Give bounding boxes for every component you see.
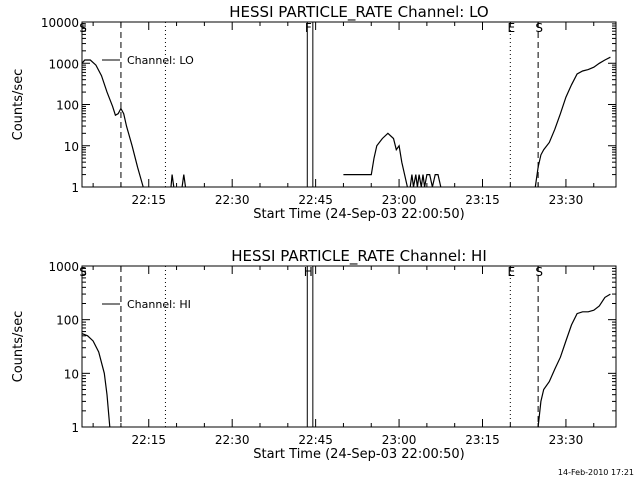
data-series-line xyxy=(170,174,175,188)
x-axis-label: Start Time (24-Sep-03 22:00:50) xyxy=(253,447,464,462)
x-tick-label: 22:45 xyxy=(298,433,333,447)
x-tick-label: 23:30 xyxy=(549,193,584,207)
x-tick-label: 22:45 xyxy=(298,193,333,207)
legend-label: Channel: HI xyxy=(127,298,191,311)
chart-title: HESSI PARTICLE_RATE Channel: LO xyxy=(229,3,488,22)
event-marker-label: E xyxy=(508,265,516,279)
x-tick-label: 22:15 xyxy=(131,433,166,447)
x-tick-label: 23:15 xyxy=(465,433,500,447)
data-series-line xyxy=(343,132,408,188)
plot-frame xyxy=(81,265,617,428)
data-series-line xyxy=(81,59,144,188)
x-tick-label: 23:00 xyxy=(382,193,417,207)
y-tick-label: 1000 xyxy=(48,57,79,71)
chart-title: HESSI PARTICLE_RATE Channel: HI xyxy=(231,247,487,266)
event-marker-label: H xyxy=(304,265,313,279)
x-tick-label: 23:15 xyxy=(465,193,500,207)
y-tick-label: 10 xyxy=(64,140,79,154)
data-series-line xyxy=(534,56,611,188)
x-tick-label: 23:30 xyxy=(549,433,584,447)
event-marker-label: S xyxy=(79,265,87,279)
y-tick-label: 1 xyxy=(71,421,79,435)
event-marker-label: S xyxy=(535,265,543,279)
y-tick-label: 1 xyxy=(71,181,79,195)
chart-panel-0: HESSI PARTICLE_RATE Channel: LO 1 10 100 100… xyxy=(11,3,617,222)
event-marker-label: S xyxy=(79,21,87,35)
event-marker-label: S xyxy=(535,21,543,35)
data-series-line xyxy=(81,333,111,428)
y-tick-label: 100 xyxy=(56,99,79,113)
y-tick-label: 100 xyxy=(56,314,79,328)
y-axis-label: Counts/sec xyxy=(11,311,26,383)
legend-label: Channel: LO xyxy=(127,54,194,67)
plot-timestamp: 14-Feb-2010 17:21 xyxy=(557,468,634,477)
event-marker-label: E xyxy=(508,21,516,35)
y-tick-label: 10 xyxy=(64,367,79,381)
chart-panel-1: HESSI PARTICLE_RATE Channel: HI 1 10 100 100… xyxy=(11,247,617,462)
y-tick-label: 10000 xyxy=(41,16,79,30)
y-axis-label: Counts/sec xyxy=(11,69,26,141)
x-axis-label: Start Time (24-Sep-03 22:00:50) xyxy=(253,207,464,222)
x-tick-label: 22:30 xyxy=(215,193,250,207)
data-series-line xyxy=(181,174,187,188)
y-tick-label: 1000 xyxy=(48,260,79,274)
plot-frame xyxy=(81,21,617,188)
event-marker-label: F xyxy=(305,21,312,35)
data-series-line xyxy=(537,293,611,428)
x-tick-label: 23:00 xyxy=(382,433,417,447)
x-tick-label: 22:30 xyxy=(215,433,250,447)
x-tick-label: 22:15 xyxy=(131,193,166,207)
data-series-line xyxy=(409,174,442,188)
